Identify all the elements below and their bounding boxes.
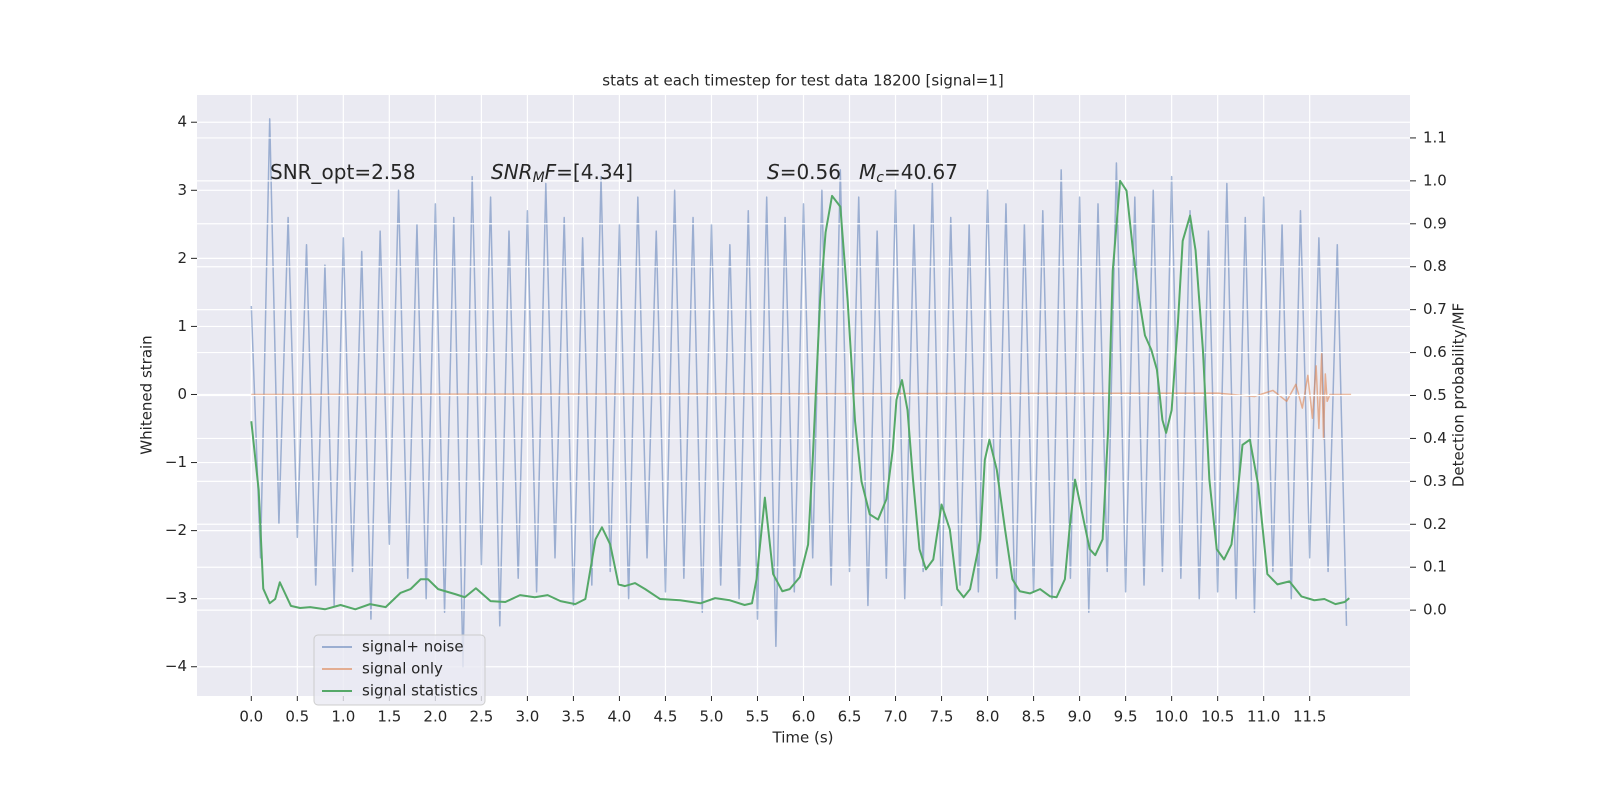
annotation: S=0.56 bbox=[767, 160, 841, 184]
chart-title: stats at each timestep for test data 182… bbox=[602, 72, 1003, 90]
x-tick-label: 3.0 bbox=[515, 708, 539, 726]
annotation: SNR_opt=2.58 bbox=[270, 160, 416, 184]
x-tick-label: 10.5 bbox=[1201, 708, 1234, 726]
annotation-part: M bbox=[533, 170, 545, 186]
y2-tick-label: 0.1 bbox=[1423, 558, 1447, 576]
legend-box bbox=[313, 634, 486, 706]
y2-tick-label: 1.1 bbox=[1423, 128, 1447, 146]
y-tick-label: −4 bbox=[165, 657, 187, 675]
y-tick-label: 2 bbox=[177, 249, 187, 267]
series-line bbox=[250, 118, 1348, 668]
x-tick-label: 2.0 bbox=[423, 708, 447, 726]
y2-tick-label: 0.8 bbox=[1423, 257, 1447, 275]
y2-tick-label: 0.6 bbox=[1423, 343, 1447, 361]
annotation-part: SNR bbox=[491, 160, 533, 184]
x-tick-label: 3.5 bbox=[561, 708, 585, 726]
x-tick-label: 7.0 bbox=[884, 708, 908, 726]
annotation-part: =0.56 bbox=[780, 160, 841, 184]
y2-tick-label: 0.3 bbox=[1423, 472, 1447, 490]
y-tick-label: −3 bbox=[165, 589, 187, 607]
y2-axis-label: Detection probability/MF bbox=[1450, 303, 1468, 487]
x-tick-label: 4.5 bbox=[654, 708, 678, 726]
annotation-part: =[4.34] bbox=[556, 160, 633, 184]
x-tick-label: 8.0 bbox=[976, 708, 1000, 726]
x-tick-label: 5.0 bbox=[700, 708, 724, 726]
x-tick-label: 7.5 bbox=[930, 708, 954, 726]
x-tick-label: 8.5 bbox=[1022, 708, 1046, 726]
annotation-part: c bbox=[876, 170, 884, 186]
y-axis-label: Whitened strain bbox=[138, 335, 156, 454]
x-tick-label: 9.0 bbox=[1068, 708, 1092, 726]
x-tick-label: 10.0 bbox=[1155, 708, 1188, 726]
y2-tick-label: 0.5 bbox=[1423, 386, 1447, 404]
legend-label: signal only bbox=[362, 660, 443, 678]
y-tick-label: −1 bbox=[165, 453, 187, 471]
y-tick-label: −2 bbox=[165, 521, 187, 539]
annotation-part: =40.67 bbox=[884, 160, 958, 184]
x-tick-label: 0.0 bbox=[239, 708, 263, 726]
x-tick-label: 5.5 bbox=[746, 708, 770, 726]
legend-label: signal statistics bbox=[362, 682, 478, 700]
x-tick-label: 9.5 bbox=[1114, 708, 1138, 726]
x-tick-label: 6.0 bbox=[792, 708, 816, 726]
annotation-part: S bbox=[767, 160, 780, 184]
y-tick-label: 4 bbox=[177, 113, 187, 131]
annotation-part: M bbox=[859, 160, 876, 184]
x-tick-label: 1.5 bbox=[377, 708, 401, 726]
legend-label: signal+ noise bbox=[362, 638, 464, 656]
series-line bbox=[250, 179, 1350, 611]
x-tick-label: 1.0 bbox=[331, 708, 355, 726]
x-tick-label: 2.5 bbox=[469, 708, 493, 726]
y-tick-label: 1 bbox=[177, 317, 187, 335]
x-tick-label: 11.5 bbox=[1293, 708, 1326, 726]
x-tick-label: 6.5 bbox=[838, 708, 862, 726]
annotation: SNRMF=[4.34] bbox=[491, 160, 633, 187]
x-axis-label: Time (s) bbox=[772, 729, 834, 747]
y2-tick-label: 0.7 bbox=[1423, 300, 1447, 318]
annotation-part: SNR_opt=2.58 bbox=[270, 160, 416, 184]
x-tick-label: 4.0 bbox=[608, 708, 632, 726]
annotation-part: F bbox=[545, 160, 557, 184]
x-tick-label: 0.5 bbox=[285, 708, 309, 726]
y2-tick-label: 0.9 bbox=[1423, 214, 1447, 232]
series-line bbox=[251, 352, 1352, 440]
y2-tick-label: 0.4 bbox=[1423, 429, 1447, 447]
y2-tick-label: 0.0 bbox=[1423, 601, 1447, 619]
y2-tick-label: 0.2 bbox=[1423, 515, 1447, 533]
y-tick-label: 3 bbox=[177, 181, 187, 199]
y-tick-label: 0 bbox=[177, 385, 187, 403]
x-tick-label: 11.0 bbox=[1247, 708, 1280, 726]
y2-tick-label: 1.0 bbox=[1423, 171, 1447, 189]
annotation: Mc=40.67 bbox=[859, 160, 958, 187]
